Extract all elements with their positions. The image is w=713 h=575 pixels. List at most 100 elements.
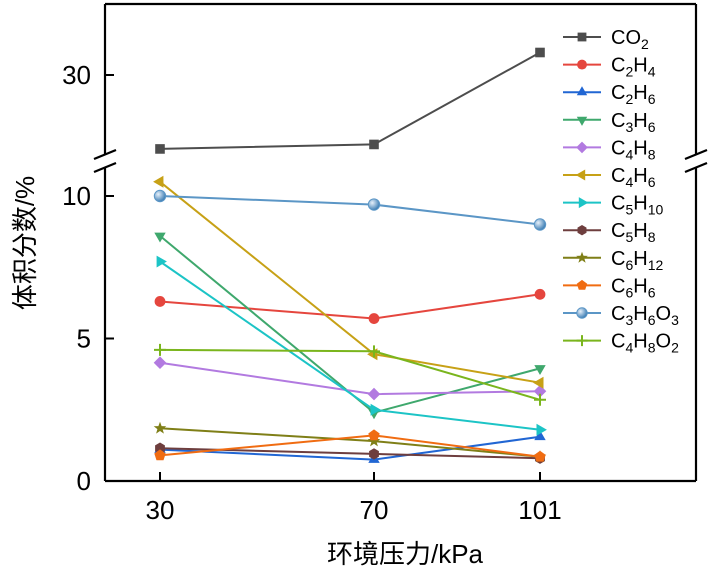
legend-label-C3H6O3: C3H6O3	[611, 303, 679, 328]
legend-label-C4H8: C4H8	[611, 137, 656, 162]
series-C4H8O2	[154, 343, 546, 406]
data-point-C3H6O3-70	[367, 198, 381, 211]
legend-marker-C6H12	[576, 251, 588, 263]
data-point-C4H6-101	[533, 376, 544, 389]
data-point-C5H10-70	[370, 403, 381, 416]
series-C5H10	[156, 255, 547, 436]
data-point-C6H12-70	[367, 434, 381, 447]
legend-item-C4H8: C4H8	[563, 137, 656, 162]
series-C2H4	[154, 288, 546, 324]
y-tick-label-0: 0	[77, 466, 91, 496]
legend-label-C2H4: C2H4	[611, 55, 656, 80]
data-point-C2H6-101	[534, 430, 546, 441]
legend-marker-C4H8O2	[576, 335, 588, 347]
data-point-C4H8O2-70	[368, 345, 380, 358]
data-point-C2H4-30	[154, 296, 166, 307]
data-point-C6H6-101	[534, 450, 546, 462]
legend-marker-C6H6	[576, 279, 588, 290]
data-point-C4H8-101	[533, 384, 547, 398]
legend-label-C5H10: C5H10	[611, 193, 663, 218]
legend-marker-C2H4	[577, 59, 587, 70]
x-axis-title: 环境压力/kPa	[327, 539, 484, 569]
x-tick-label-70: 70	[360, 495, 389, 525]
data-point-C2H4-101	[534, 288, 546, 300]
legend-item-C3H6O3: C3H6O3	[563, 303, 679, 328]
data-point-C5H10-101	[536, 423, 547, 436]
series-line-C4H8	[159, 361, 541, 396]
legend-marker-C5H8	[577, 225, 587, 236]
plot-frame	[103, 2, 698, 483]
series-C3H6O3	[153, 189, 547, 231]
break-mark-left-2	[93, 161, 117, 174]
data-point-C3H6O3-101	[533, 218, 547, 231]
data-point-CO2-101	[535, 47, 545, 58]
legend-item-C3H6: C3H6	[563, 110, 656, 135]
break-mark-left-1	[93, 148, 117, 161]
x-tick-label-30: 30	[146, 495, 175, 525]
y-tick-label-10: 10	[62, 181, 91, 211]
legend-item-CO2: CO2	[563, 27, 649, 52]
axis-ticks: 0 5 10 30 30 70 101	[62, 60, 562, 525]
data-point-C3H6O3-30	[153, 189, 167, 203]
legend-marker-C4H6	[575, 169, 586, 181]
legend-label-C4H6: C4H6	[611, 165, 656, 190]
data-point-CO2-30	[155, 144, 165, 154]
legend-item-C5H8: C5H8	[563, 220, 656, 245]
series-layer	[153, 47, 547, 464]
series-line-C5H10	[159, 260, 541, 431]
axis-break-marks	[93, 148, 708, 174]
legend-marker-C4H8	[576, 141, 588, 154]
legend-marker-CO2	[577, 32, 587, 42]
series-line-C3H6O3	[159, 195, 541, 226]
data-point-C6H6-70	[368, 429, 380, 441]
legend-item-C4H6: C4H6	[563, 165, 656, 190]
legend-label-C2H6: C2H6	[611, 82, 656, 107]
data-point-C4H8O2-101	[534, 393, 546, 406]
series-C4H8	[153, 356, 547, 401]
data-point-C6H6-30	[154, 449, 166, 461]
series-C2H6	[154, 430, 546, 463]
legend-item-C2H4: C2H4	[563, 55, 656, 80]
legend-marker-C3H6	[576, 116, 588, 126]
data-point-C3H6-30	[154, 232, 166, 243]
series-CO2	[155, 47, 545, 154]
y-tick-label-30: 30	[62, 60, 91, 90]
legend-label-C6H6: C6H6	[611, 275, 656, 300]
data-point-C2H4-70	[368, 313, 380, 324]
data-point-C5H10-30	[156, 255, 167, 268]
data-point-C4H6-30	[153, 175, 164, 188]
legend-marker-C5H10	[578, 197, 589, 209]
legend-item-C2H6: C2H6	[563, 82, 656, 107]
data-point-C6H12-30	[153, 421, 167, 434]
series-C5H8	[155, 442, 545, 464]
legend-label-CO2: CO2	[611, 27, 649, 52]
data-point-C5H8-70	[369, 448, 379, 460]
series-C4H6	[153, 175, 544, 389]
legend-item-C6H12: C6H12	[563, 248, 663, 273]
legend-marker-C3H6O3	[576, 307, 588, 319]
break-mark-right-1	[684, 148, 708, 161]
data-point-C5H8-30	[155, 442, 165, 454]
series-C6H6	[154, 429, 546, 462]
legend-label-C5H8: C5H8	[611, 220, 656, 245]
legend-label-C3H6: C3H6	[611, 110, 656, 135]
legend-item-C4H8O2: C4H8O2	[563, 331, 679, 356]
series-line-C2H4	[159, 293, 541, 320]
legend-item-C6H6: C6H6	[563, 275, 656, 300]
series-line-CO2	[159, 51, 541, 150]
x-tick-label-101: 101	[518, 495, 561, 525]
data-point-C4H8-70	[367, 387, 381, 401]
series-line-C3H6	[159, 235, 541, 414]
legend-label-C4H8O2: C4H8O2	[611, 331, 679, 356]
y-axis-title: 体积分数/%	[10, 176, 40, 310]
legend-item-C5H10: C5H10	[563, 193, 663, 218]
data-point-CO2-70	[369, 139, 379, 150]
break-mark-right-2	[684, 161, 708, 174]
legend-label-C6H12: C6H12	[611, 248, 663, 273]
data-point-C4H8-30	[153, 356, 167, 369]
y-tick-label-5: 5	[77, 324, 91, 354]
data-point-C4H8O2-30	[154, 343, 166, 356]
data-point-C3H6-101	[534, 365, 546, 375]
